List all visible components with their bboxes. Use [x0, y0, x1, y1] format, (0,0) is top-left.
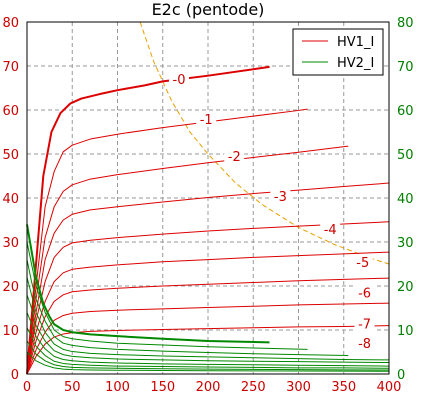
curve-labels: -0 -1 -2 -3 -4 -5 -6 -7 -8 — [169, 71, 375, 352]
legend: HV1_I HV2_I — [292, 28, 384, 76]
plot-frame — [26, 21, 390, 375]
y-tick-label-right: 10 — [397, 324, 414, 339]
curve-label-bg — [354, 285, 375, 301]
curve-label-bg — [169, 71, 190, 87]
hv2-curve-gminus0 — [26, 224, 270, 344]
y-tick-label-left: 50 — [2, 148, 19, 163]
curve-label: -5 — [356, 256, 369, 271]
curve-label-bg — [352, 254, 373, 270]
x-tick-label: 350 — [331, 380, 356, 395]
hv2-curve-gminus1 — [26, 241, 308, 350]
legend-box — [292, 28, 384, 76]
series-layer — [26, 65, 390, 375]
y-tick-label-left: 20 — [2, 280, 19, 295]
curve-label: -0 — [173, 73, 186, 88]
legend-label-hv2: HV2_I — [337, 56, 374, 71]
legend-label-hv1: HV1_I — [337, 35, 374, 50]
x-tick-label: 250 — [241, 380, 266, 395]
chart-title: E2c (pentode) — [152, 0, 265, 19]
curve-label-bg — [224, 148, 245, 164]
curve-label-bg — [354, 315, 375, 331]
x-tick-label: 0 — [23, 380, 31, 395]
y-tick-label-left: 60 — [2, 104, 19, 119]
hv1-curve-gminus7 — [26, 302, 390, 375]
hv1-curve-gminus4 — [26, 221, 390, 375]
y-tick-label-left: 70 — [2, 60, 19, 75]
curve-label: -8 — [358, 337, 371, 352]
y-tick-label-right: 40 — [397, 192, 414, 207]
y-tick-label-left: 30 — [2, 236, 19, 251]
hv2-curve-gminus5 — [26, 312, 390, 367]
curve-label: -6 — [358, 287, 371, 302]
curve-label-bg — [196, 111, 217, 127]
y-tick-label-right: 30 — [397, 236, 414, 251]
y-tick-label-left: 10 — [2, 324, 19, 339]
hv2-curve-gminus4 — [26, 294, 390, 364]
y-tick-label-left: 80 — [2, 16, 19, 31]
curve-label-bg — [354, 335, 375, 351]
tick-labels: 0 50 100 150 200 250 300 350 4000102030405060708… — [2, 16, 413, 395]
hv1-curve-gminus1 — [26, 108, 308, 375]
y-tick-label-right: 50 — [397, 148, 414, 163]
x-tick-label: 200 — [196, 380, 221, 395]
y-tick-label-left: 40 — [2, 192, 19, 207]
hv1-curve-gminus5 — [26, 251, 390, 375]
hv2-curve-gminus3 — [26, 277, 390, 361]
y-tick-label-right: 70 — [397, 60, 414, 75]
hv2-curve-gminus7 — [26, 340, 390, 371]
hv2-curve-gminus8 — [26, 351, 390, 372]
curve-label: -2 — [228, 150, 241, 165]
curve-label-bg — [320, 221, 341, 237]
hv1-curve-gminus6 — [26, 277, 390, 375]
y-tick-label-right: 60 — [397, 104, 414, 119]
x-tick-label: 400 — [377, 380, 402, 395]
y-tick-label-right: 0 — [397, 368, 405, 383]
curve-label-bg — [270, 188, 291, 204]
hv1-curve-gminus3 — [26, 182, 390, 375]
x-tick-label: 100 — [105, 380, 130, 395]
curve-label: -7 — [358, 317, 371, 332]
curve-label: -4 — [324, 223, 337, 238]
hv1-curve-gminus0 — [26, 65, 270, 375]
hv2-curve-gminus6 — [26, 327, 390, 369]
y-tick-label-left: 0 — [11, 368, 19, 383]
x-tick-label: 300 — [286, 380, 311, 395]
x-tick-label: 50 — [64, 380, 81, 395]
y-tick-label-right: 20 — [397, 280, 414, 295]
hv1-curve-gminus2 — [26, 145, 349, 375]
hv2-curve-gminus2 — [26, 259, 349, 357]
curve-label: -3 — [274, 190, 287, 205]
x-tick-label: 150 — [150, 380, 175, 395]
curve-label: -1 — [200, 113, 213, 128]
y-tick-label-right: 80 — [397, 16, 414, 31]
